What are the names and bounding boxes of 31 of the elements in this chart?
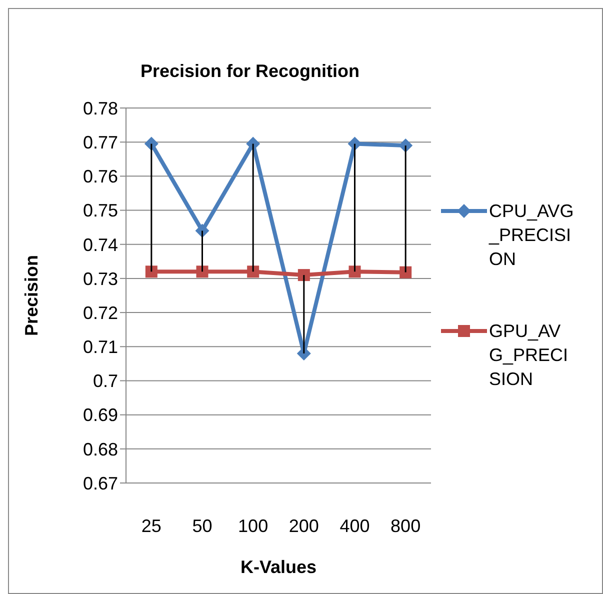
point <box>400 266 412 278</box>
y-tick-label: 0.77 <box>82 132 118 152</box>
x-tick-label: 800 <box>390 516 421 536</box>
x-tick-label: 200 <box>288 516 319 536</box>
x-axis-title: K-Values <box>240 557 317 577</box>
point <box>145 266 158 278</box>
y-tick-label: 0.74 <box>82 234 118 255</box>
y-tick-label: 0.72 <box>82 302 118 323</box>
y-tick-label: 0.7 <box>92 371 118 392</box>
x-tick-label: 50 <box>192 516 212 536</box>
y-tick-label: 0.69 <box>82 405 118 426</box>
x-tick-label: 25 <box>141 516 162 536</box>
y-axis-title: Precision <box>21 254 42 336</box>
y-tick-label: 0.71 <box>82 337 118 358</box>
legend-label: GPU_AVG_PRECISION <box>489 320 570 391</box>
y-tick-label: 0.68 <box>82 439 118 460</box>
legend-label: CPU_AVG_PRECISION <box>489 200 574 271</box>
point <box>247 266 260 278</box>
point <box>398 138 413 152</box>
point <box>348 266 361 278</box>
y-tick-label: 0.73 <box>82 268 118 289</box>
y-tick-label: 0.75 <box>82 200 118 221</box>
y-tick-label: 0.67 <box>82 473 118 494</box>
chart-title: Precision for Recognition <box>139 61 361 82</box>
x-tick-label: 100 <box>238 516 268 536</box>
y-tick-label: 0.78 <box>82 98 118 118</box>
point <box>246 136 260 151</box>
y-tick-label: 0.76 <box>82 166 118 187</box>
point <box>196 266 208 278</box>
point <box>298 269 310 282</box>
x-tick-label: 400 <box>340 516 370 536</box>
